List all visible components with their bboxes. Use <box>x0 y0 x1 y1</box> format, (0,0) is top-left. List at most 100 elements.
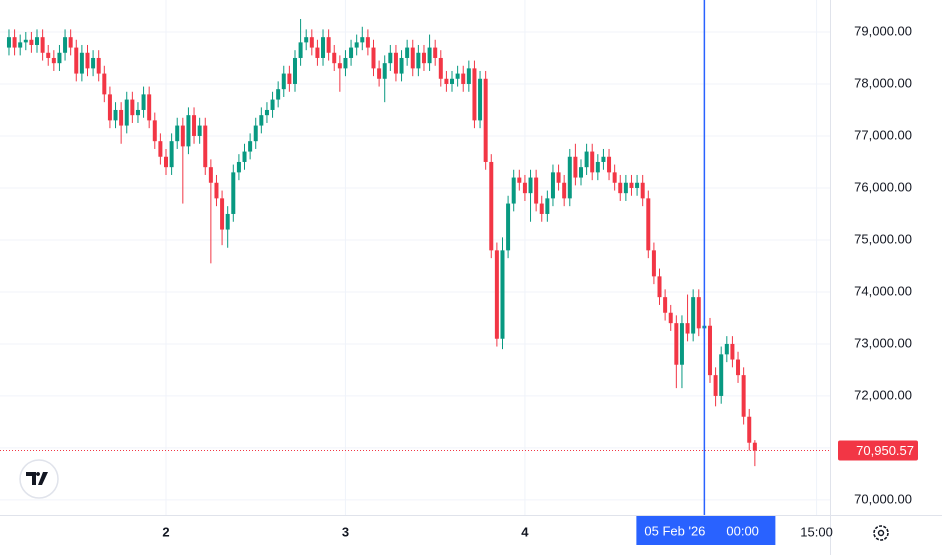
candle-body <box>74 47 79 74</box>
candle-body <box>612 172 617 183</box>
candle-body <box>287 73 292 84</box>
candle-body <box>545 198 550 214</box>
candle-body <box>674 323 679 365</box>
candle-body <box>730 343 735 360</box>
candle-body <box>107 94 112 121</box>
y-tick-label: 74,000.00 <box>854 283 912 298</box>
candle-body <box>724 343 729 355</box>
settings-button[interactable] <box>873 525 889 541</box>
candle-body <box>713 375 718 396</box>
candle-body <box>629 182 634 188</box>
candle-body <box>427 47 432 64</box>
candle-body <box>433 47 438 58</box>
candle-body <box>214 182 219 199</box>
candle-body <box>253 125 258 142</box>
y-tick-label: 70,000.00 <box>854 491 912 506</box>
x-tick-label: 2 <box>162 524 169 539</box>
candle-body <box>130 99 135 116</box>
settings-hub[interactable] <box>877 529 885 537</box>
last-price-box <box>838 440 918 461</box>
candle-body <box>102 73 107 95</box>
candle-body <box>197 125 202 136</box>
logo-mark[interactable] <box>26 472 48 485</box>
candle-body <box>349 47 354 58</box>
candle-body <box>646 198 651 251</box>
candle-body <box>35 37 40 45</box>
candle-body <box>651 250 656 277</box>
logo-circle[interactable] <box>19 459 59 499</box>
candle-body <box>242 151 247 162</box>
candle-body <box>663 297 668 313</box>
candle-body <box>635 182 640 188</box>
candle-body <box>332 52 337 64</box>
candle-body <box>640 182 645 199</box>
candle-body <box>388 52 393 64</box>
candle-body <box>573 156 578 178</box>
candle-body <box>276 89 281 100</box>
candle-body <box>365 37 370 48</box>
candle-body <box>483 78 488 162</box>
candle-body <box>567 156 572 199</box>
candle-body <box>438 57 443 79</box>
candle-body <box>292 57 297 84</box>
y-tick-label: 73,000.00 <box>854 335 912 350</box>
candle-body <box>248 141 253 152</box>
candle-body <box>29 39 34 45</box>
candle-body <box>416 52 421 69</box>
candle-body <box>304 37 309 43</box>
candle-body <box>6 37 11 48</box>
candle-body <box>152 120 157 142</box>
candle-body <box>203 125 208 168</box>
overlay <box>0 0 830 515</box>
candle-body <box>556 172 561 183</box>
candle-body <box>12 37 17 48</box>
candle-body <box>455 73 460 79</box>
candle-body <box>231 172 236 214</box>
candle-body <box>208 167 213 183</box>
candle-body <box>57 52 62 64</box>
y-tick-label: 77,000.00 <box>854 127 912 142</box>
crosshair-time: 00:00 <box>726 523 759 538</box>
candle-body <box>259 115 264 126</box>
candle-body <box>601 156 606 162</box>
candle-body <box>679 323 684 365</box>
candle-body <box>377 68 382 79</box>
candle-body <box>736 359 741 376</box>
y-tick-label: 75,000.00 <box>854 231 912 246</box>
candle-body <box>489 161 494 251</box>
candle-body <box>444 78 449 84</box>
candle-body <box>124 99 129 126</box>
candle-body <box>461 73 466 84</box>
candle-body <box>562 182 567 199</box>
candle-body <box>747 416 752 443</box>
candle-body <box>399 57 404 74</box>
candle-body <box>46 52 51 58</box>
candle-body <box>51 57 56 64</box>
candle-body <box>511 177 516 204</box>
candle-body <box>309 37 314 48</box>
candle-body <box>668 312 673 324</box>
candle-body <box>63 37 68 53</box>
candle-body <box>539 203 544 214</box>
candle-body <box>180 125 185 147</box>
candle-body <box>450 78 455 84</box>
crosshair-time-box <box>636 516 776 545</box>
settings-gear[interactable] <box>873 525 889 541</box>
candle-body <box>618 182 623 194</box>
candle-body <box>421 52 426 64</box>
candle-body <box>410 47 415 69</box>
crosshair-date: 05 Feb '26 <box>644 523 705 538</box>
candle-body <box>595 161 600 173</box>
candle-body <box>23 39 28 43</box>
candle-body <box>85 52 90 69</box>
candle-body <box>40 37 45 53</box>
candle-body <box>169 141 174 168</box>
candle-body <box>175 125 180 142</box>
candle-body <box>517 177 522 183</box>
y-tick-label: 78,000.00 <box>854 75 912 90</box>
tradingview-logo[interactable] <box>19 459 59 499</box>
candle-body <box>382 63 387 79</box>
candle-body <box>478 78 483 121</box>
